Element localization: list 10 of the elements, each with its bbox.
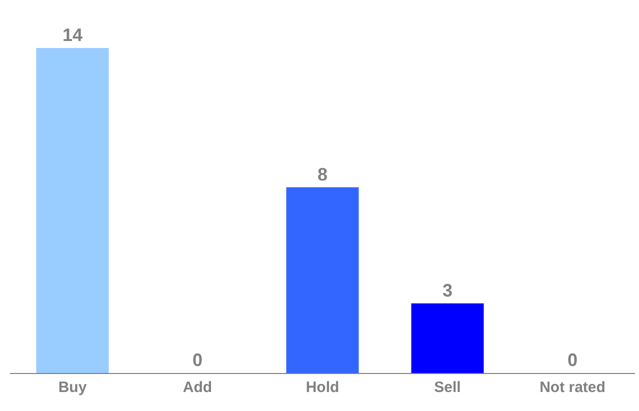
x-tick-label: Sell (434, 379, 461, 396)
x-tick-label: Hold (306, 379, 340, 396)
data-label: 8 (317, 164, 328, 184)
x-tick-label: Add (182, 379, 212, 396)
data-label: 3 (442, 280, 453, 300)
x-tick-label: Buy (58, 379, 88, 396)
x-tick-label: Not rated (540, 379, 606, 396)
data-label: 14 (62, 25, 83, 45)
data-label: 0 (192, 350, 203, 370)
data-label: 0 (567, 350, 578, 370)
